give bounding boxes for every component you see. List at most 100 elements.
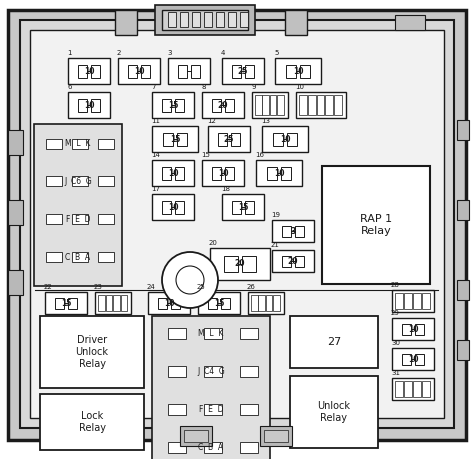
Bar <box>457 200 469 220</box>
Text: 20: 20 <box>288 257 298 265</box>
Bar <box>413 381 421 397</box>
Bar <box>152 160 194 186</box>
Text: RAP 1
Relay: RAP 1 Relay <box>360 214 392 236</box>
Bar <box>162 167 171 179</box>
Text: 10: 10 <box>84 67 94 75</box>
Text: 10: 10 <box>408 354 418 364</box>
Bar <box>8 270 23 295</box>
Bar <box>251 295 257 311</box>
Text: 3: 3 <box>291 226 296 235</box>
Bar <box>287 133 297 146</box>
Bar <box>68 92 110 118</box>
Bar <box>218 133 228 146</box>
Bar <box>295 256 304 267</box>
Bar <box>168 404 186 415</box>
Bar <box>208 126 250 152</box>
Text: C  B  A: C B A <box>65 252 91 262</box>
Text: 26: 26 <box>247 284 256 290</box>
Text: 10: 10 <box>218 168 228 178</box>
Text: 4: 4 <box>221 50 225 56</box>
Bar <box>457 280 469 300</box>
Bar <box>162 10 248 30</box>
Text: 10: 10 <box>134 67 144 75</box>
Bar <box>46 176 62 186</box>
Circle shape <box>162 252 218 308</box>
Bar <box>392 348 434 370</box>
Text: 19: 19 <box>271 212 280 218</box>
Bar <box>457 120 469 140</box>
Bar <box>266 295 273 311</box>
Bar <box>78 99 87 112</box>
Bar <box>40 316 144 388</box>
Bar <box>273 295 280 311</box>
Bar <box>272 220 314 242</box>
Text: 25: 25 <box>224 134 234 144</box>
Bar <box>300 65 310 78</box>
Bar <box>282 225 292 236</box>
Bar <box>204 12 212 27</box>
Bar <box>202 160 244 186</box>
Bar <box>295 225 304 236</box>
Bar <box>8 130 23 155</box>
Bar <box>290 316 378 368</box>
Text: 24: 24 <box>147 284 156 290</box>
Bar <box>175 201 184 213</box>
Bar <box>317 95 324 115</box>
Bar <box>72 252 88 262</box>
Bar <box>204 442 222 453</box>
Text: J  C4  G: J C4 G <box>197 367 225 376</box>
Bar <box>198 292 240 314</box>
Bar <box>115 10 137 35</box>
Bar <box>30 30 444 418</box>
Bar <box>72 214 88 224</box>
Text: 28: 28 <box>391 282 400 288</box>
Text: F  E  D: F E D <box>199 405 223 414</box>
Bar <box>118 58 160 84</box>
Text: 22: 22 <box>44 284 53 290</box>
Bar <box>120 295 127 311</box>
Bar <box>392 290 434 312</box>
Bar <box>98 176 114 186</box>
Text: 10: 10 <box>164 298 174 308</box>
Bar <box>402 324 411 335</box>
Bar <box>277 95 284 115</box>
Text: 10: 10 <box>274 168 284 178</box>
Text: 15: 15 <box>170 134 180 144</box>
Bar <box>152 126 198 152</box>
Bar <box>98 295 104 311</box>
Bar <box>245 65 254 78</box>
Bar <box>113 295 119 311</box>
Bar <box>225 167 234 179</box>
Bar <box>162 201 171 213</box>
Bar <box>286 65 296 78</box>
Bar <box>216 12 224 27</box>
Bar <box>8 200 23 225</box>
Bar <box>163 133 173 146</box>
Bar <box>78 65 87 78</box>
Bar <box>91 65 100 78</box>
Text: F  E  D: F E D <box>66 214 90 224</box>
Bar <box>46 139 62 149</box>
Text: 25: 25 <box>238 67 248 75</box>
Bar <box>285 10 307 35</box>
Bar <box>395 293 403 309</box>
Text: 10: 10 <box>168 168 178 178</box>
Bar <box>72 176 88 186</box>
Bar <box>308 95 316 115</box>
Bar <box>168 442 186 453</box>
Bar <box>55 297 64 308</box>
Bar <box>395 381 403 397</box>
Bar <box>422 293 430 309</box>
Text: 10: 10 <box>408 325 418 334</box>
Bar <box>177 133 187 146</box>
Bar <box>267 167 277 179</box>
Bar <box>415 353 424 364</box>
Bar <box>222 58 264 84</box>
Text: 7: 7 <box>151 84 155 90</box>
Text: M  L  K: M L K <box>198 329 224 338</box>
Bar <box>158 297 167 308</box>
Bar <box>275 58 321 84</box>
Bar <box>46 214 62 224</box>
Text: 15: 15 <box>214 298 224 308</box>
Bar <box>68 58 110 84</box>
